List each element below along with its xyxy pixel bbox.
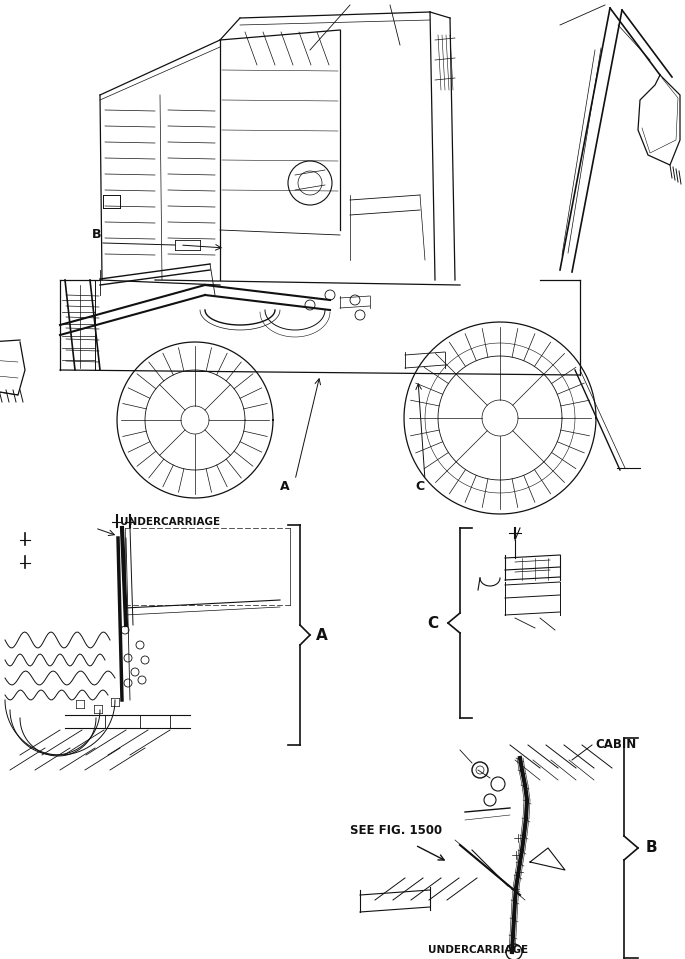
Text: C: C [427, 616, 438, 630]
Text: UNDERCARRIAGE: UNDERCARRIAGE [120, 517, 220, 527]
Text: B: B [92, 228, 101, 241]
Text: B: B [646, 840, 658, 855]
Text: SEE FIG. 1500: SEE FIG. 1500 [350, 824, 442, 836]
Text: C: C [415, 480, 425, 493]
Text: A: A [316, 627, 327, 643]
Text: A: A [280, 480, 290, 493]
Text: CABIN: CABIN [595, 738, 636, 752]
Text: UNDERCARRIAGE: UNDERCARRIAGE [428, 945, 528, 955]
